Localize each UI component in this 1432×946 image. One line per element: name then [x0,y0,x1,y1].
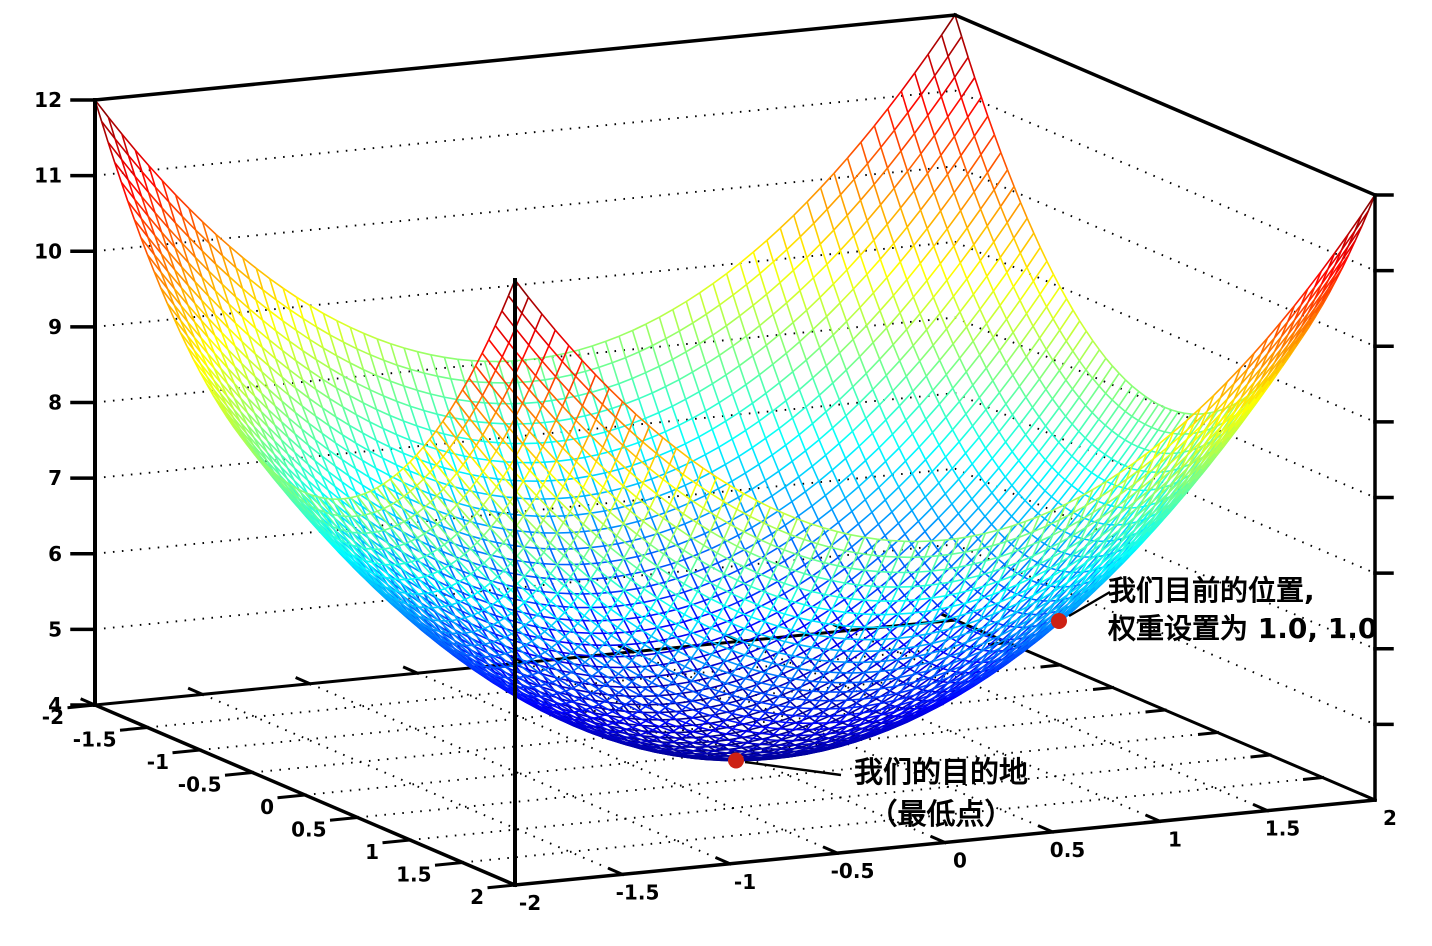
tick-label: -0.5 [831,859,875,883]
tick-label: 4 [48,693,62,717]
tick-label: 1 [365,840,379,864]
tick-label: 12 [34,88,62,112]
current-position-marker [1051,613,1067,629]
annotation-current-position: 我们目前的位置, 权重设置为 1.0, 1.0 [1108,572,1377,648]
tick-label: 2 [1383,806,1397,830]
axis-ticks [67,98,1394,890]
tick-label: 5 [48,617,62,641]
tick-label: 1.5 [1265,817,1300,841]
tick-label: -1.5 [616,880,660,904]
tick-label: 6 [48,542,62,566]
tick-label: 0 [953,849,967,873]
wall-grid [94,89,1376,726]
tick-label: 7 [48,466,62,490]
surface-mesh [94,14,1376,762]
tick-label: 2 [470,885,484,909]
tick-label: 0.5 [1050,838,1085,862]
tick-label: -0.5 [178,773,222,797]
tick-label: 10 [34,239,62,263]
tick-label: 0 [260,795,274,819]
tick-label: 9 [48,315,62,339]
destination-marker [728,752,744,769]
tick-label: -1.5 [73,728,117,752]
tick-label: -1 [147,750,169,774]
annotation-destination-line1: 我们的目的地 [853,755,1028,789]
tick-label: -2 [42,705,64,729]
annotation-current-line1: 我们目前的位置, [1108,574,1315,607]
annotation-destination: 我们的目的地 （最低点） [786,751,1096,835]
tick-label: -2 [519,891,541,915]
tick-label: -1 [734,870,756,894]
tick-label: 0.5 [291,818,326,842]
tick-label: 11 [34,164,62,188]
point-markers [728,613,1067,769]
annotation-destination-line2: （最低点） [868,797,1014,831]
leader-lines [744,590,1111,777]
tick-label: 1.5 [396,863,431,887]
annotation-current-line2: 权重设置为 1.0, 1.0 [1108,612,1378,645]
tick-label: 1 [1168,827,1182,851]
tick-label: 8 [48,391,62,415]
